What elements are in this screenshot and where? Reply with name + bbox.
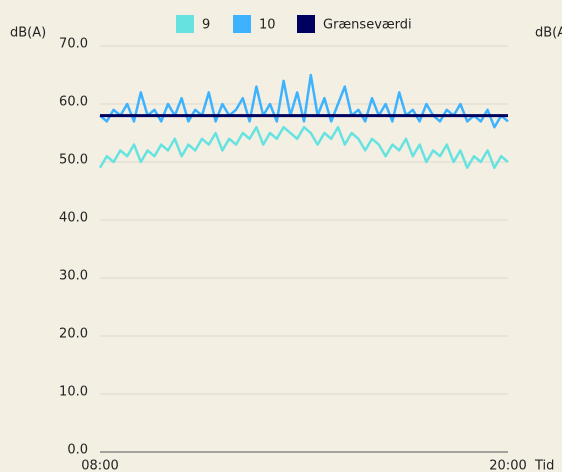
y-tick-label: 0.0: [67, 443, 88, 458]
y-tick-label: 20.0: [59, 327, 88, 342]
y-axis-label: dB(A): [10, 26, 46, 41]
legend-swatch: [297, 15, 315, 33]
x-tick-label: 08:00: [81, 459, 118, 472]
y-tick-label: 70.0: [59, 37, 88, 52]
y-tick-label: 30.0: [59, 269, 88, 284]
legend-label: 10: [259, 18, 276, 33]
x-axis-label: Tid: [534, 459, 554, 472]
y-tick-label: 40.0: [59, 211, 88, 226]
y-tick-label: 50.0: [59, 153, 88, 168]
legend-swatch: [233, 15, 251, 33]
y-tick-label: 10.0: [59, 385, 88, 400]
series-line: [98, 125, 509, 170]
y-tick-label: 60.0: [59, 95, 88, 110]
legend-label: 9: [202, 18, 210, 33]
legend-swatch: [176, 15, 194, 33]
series-line: [99, 73, 509, 129]
legend-label: Grænseværdi: [323, 18, 412, 33]
clipped-label: dB(A: [535, 26, 562, 41]
x-tick-label: 20:00: [489, 459, 526, 472]
